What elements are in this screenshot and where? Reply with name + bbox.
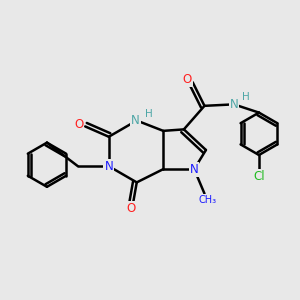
- Text: N: N: [131, 114, 140, 127]
- Text: H: H: [242, 92, 250, 102]
- Text: Cl: Cl: [253, 170, 265, 183]
- Text: O: O: [183, 74, 192, 86]
- Text: H: H: [145, 109, 153, 119]
- Text: N: N: [104, 160, 113, 173]
- Text: CH₃: CH₃: [198, 195, 217, 205]
- Text: N: N: [190, 163, 199, 176]
- Text: N: N: [230, 98, 238, 111]
- Text: O: O: [74, 118, 83, 130]
- Text: O: O: [126, 202, 136, 215]
